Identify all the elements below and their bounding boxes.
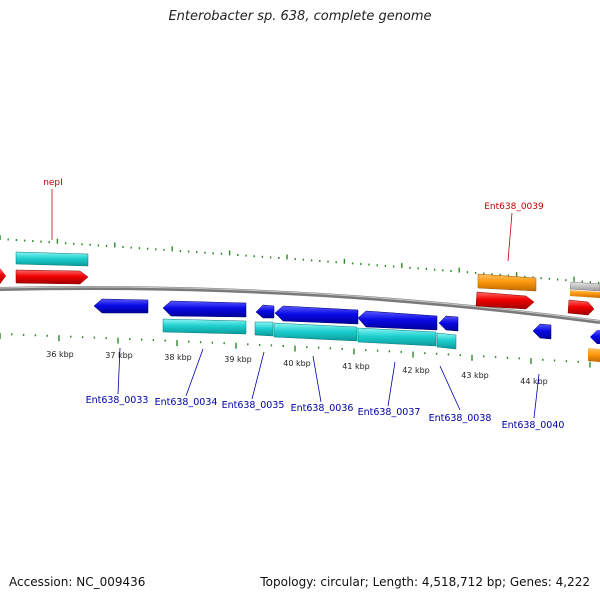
- tick-label: 43 kbp: [461, 371, 489, 380]
- reverse-genes: [93, 298, 600, 362]
- gene-0036: [274, 305, 359, 325]
- gene-cyan-a: [162, 318, 247, 335]
- gene-label: Ent638_0039: [484, 202, 544, 212]
- gene-label: Ent638_0038: [429, 413, 492, 424]
- gene-label: Ent638_0037: [358, 407, 421, 418]
- gene-0037: [357, 310, 438, 331]
- gene-blue-edge: [590, 330, 600, 344]
- gene-0033: [93, 298, 149, 314]
- gene-label: Ent638_0035: [222, 400, 285, 411]
- tick-label: 39 kbp: [224, 355, 252, 364]
- tick-label: 44 kbp: [520, 377, 548, 386]
- gene-cyan-c: [273, 322, 358, 342]
- gene-orange-edge: [570, 290, 600, 298]
- gene-orange-edge-bottom: [588, 348, 600, 362]
- gene-red-edge-right: [567, 299, 595, 316]
- gene-cyan-e: [436, 332, 457, 350]
- tick-label: 38 kbp: [164, 353, 192, 362]
- gene-red-nepI: [15, 269, 89, 285]
- gene-label: Ent638_0036: [291, 403, 354, 414]
- gene-label: Ent638_0040: [502, 420, 565, 431]
- summary-text: Topology: circular; Length: 4,518,712 bp…: [260, 575, 590, 589]
- tick-label: 36 kbp: [46, 350, 74, 359]
- inner-ruler: [0, 333, 591, 368]
- tick-label: 41 kbp: [342, 362, 370, 371]
- outer-ruler: [0, 235, 600, 284]
- gene-cyan-b: [254, 321, 274, 337]
- forward-genes: [0, 251, 600, 316]
- tick-labels: 36 kbp 37 kbp 38 kbp 39 kbp 40 kbp 41 kbp 42 k…: [46, 350, 548, 386]
- gene-labels: nepI Ent638_0039 Ent638_0033 Ent638_0034 Ent…: [43, 178, 564, 431]
- genome-backbone: [0, 285, 600, 324]
- gene-label: nepI: [43, 178, 63, 188]
- accession-text: Accession: NC_009436: [9, 575, 146, 589]
- gene-red-0039: [475, 291, 535, 310]
- gene-orange-0039: [477, 273, 537, 292]
- tick-label: 42 kbp: [402, 366, 430, 375]
- gene-label: Ent638_0033: [86, 395, 149, 406]
- gene-0035: [255, 304, 275, 319]
- gene-label: Ent638_0034: [155, 397, 218, 408]
- gene-0040: [532, 323, 552, 340]
- gene-red-edge: [0, 268, 6, 284]
- gene-cyan-nepI: [15, 251, 89, 267]
- label-leaders: [51, 189, 540, 419]
- tick-label: 40 kbp: [283, 359, 311, 368]
- genome-title: Enterobacter sp. 638, complete genome: [168, 9, 432, 24]
- gene-0034: [162, 300, 247, 318]
- gene-cyan-d: [357, 327, 437, 347]
- gene-0038: [438, 315, 459, 332]
- tick-label: 37 kbp: [105, 351, 133, 360]
- gene-gray-edge: [569, 281, 600, 292]
- genome-backbone-highlight: [0, 286, 600, 322]
